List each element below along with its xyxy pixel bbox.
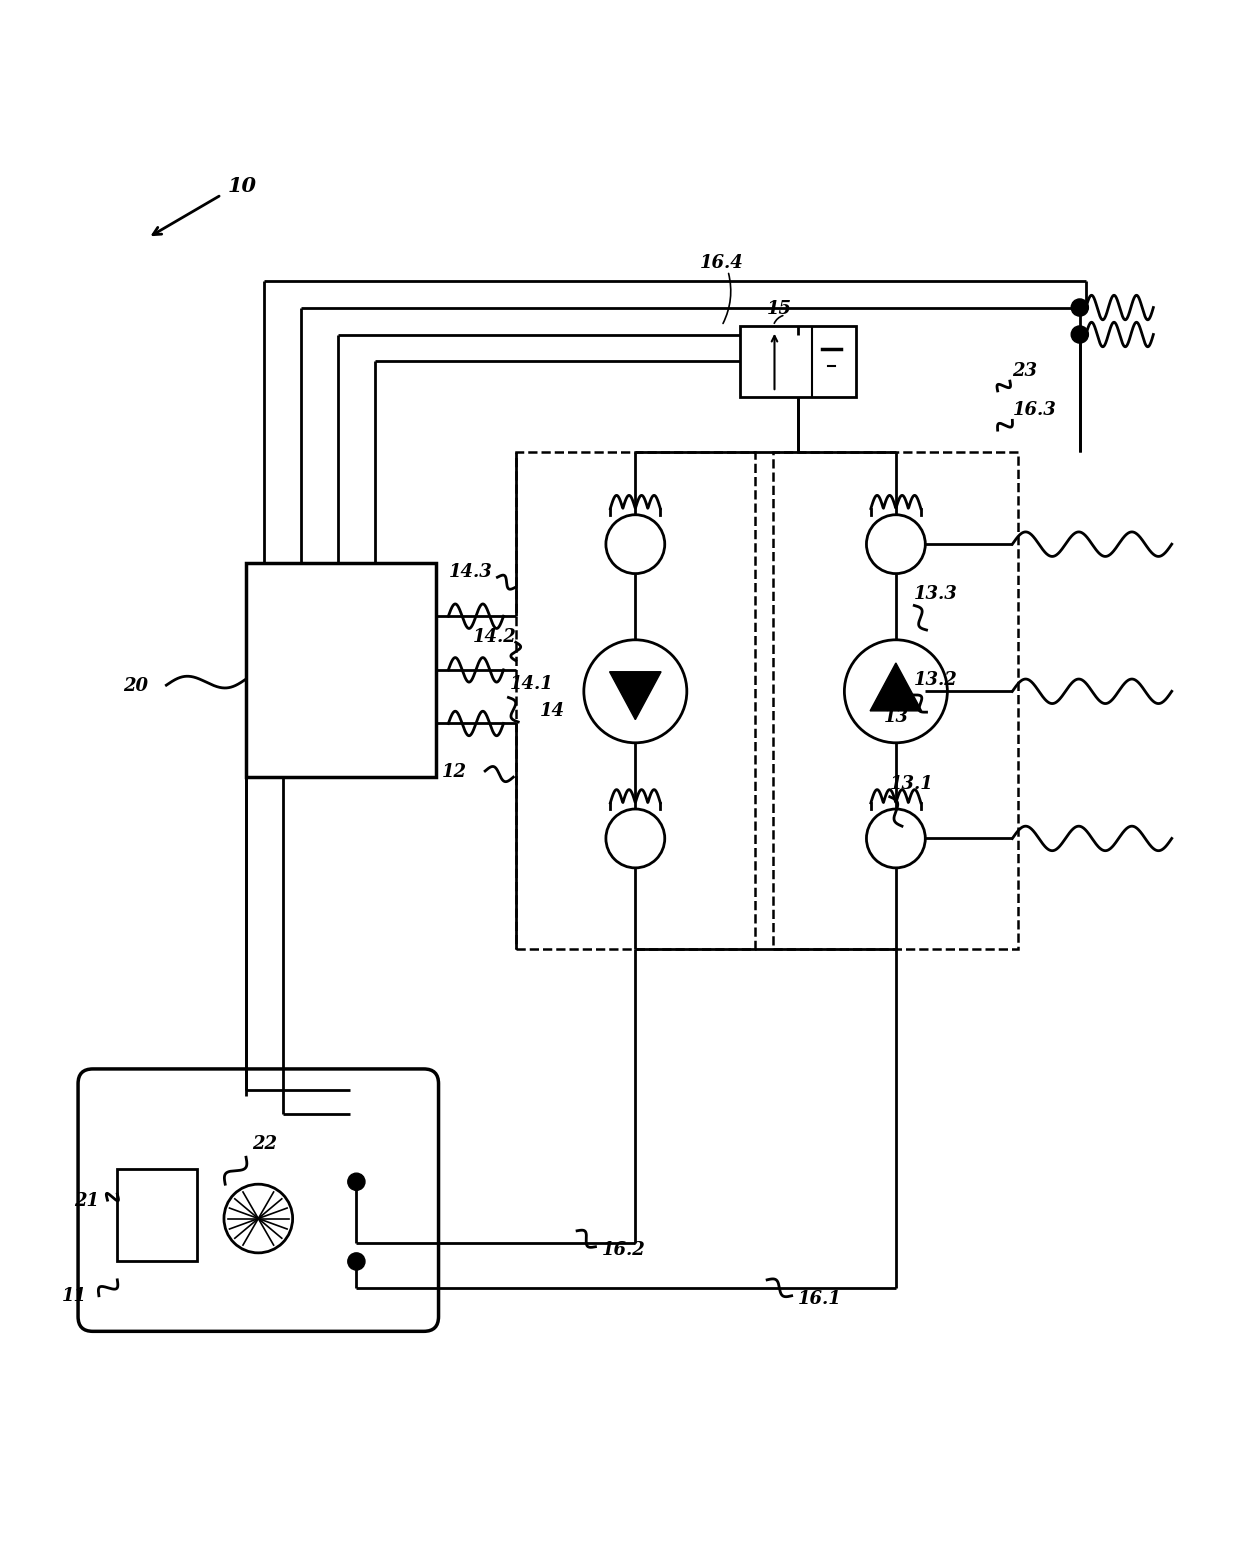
Text: 15: 15 xyxy=(768,299,792,318)
Text: 13.3: 13.3 xyxy=(914,586,959,603)
Circle shape xyxy=(1071,299,1089,316)
Text: 11: 11 xyxy=(62,1286,87,1305)
Circle shape xyxy=(584,640,687,743)
Circle shape xyxy=(224,1184,293,1252)
Circle shape xyxy=(867,810,925,868)
Text: 13.1: 13.1 xyxy=(890,776,934,794)
Text: 16.1: 16.1 xyxy=(797,1291,842,1308)
Text: 14.2: 14.2 xyxy=(472,628,517,646)
Text: 21: 21 xyxy=(74,1192,99,1210)
Text: 20: 20 xyxy=(124,677,149,695)
Circle shape xyxy=(1071,325,1089,342)
Polygon shape xyxy=(870,663,921,711)
Text: 14: 14 xyxy=(541,702,565,720)
Circle shape xyxy=(347,1252,365,1271)
Circle shape xyxy=(867,515,925,574)
Circle shape xyxy=(606,515,665,574)
Bar xyxy=(246,563,436,777)
Text: 16.2: 16.2 xyxy=(601,1241,645,1260)
Text: 22: 22 xyxy=(252,1135,278,1152)
Text: 12: 12 xyxy=(443,763,467,782)
Text: 13: 13 xyxy=(884,708,909,726)
Bar xyxy=(774,452,1018,948)
Polygon shape xyxy=(610,672,661,720)
FancyBboxPatch shape xyxy=(78,1069,439,1331)
Bar xyxy=(739,325,856,396)
Text: 14.3: 14.3 xyxy=(449,563,492,581)
Text: 16.3: 16.3 xyxy=(1012,401,1056,419)
Circle shape xyxy=(606,810,665,868)
Text: 13.2: 13.2 xyxy=(914,671,959,689)
Text: 10: 10 xyxy=(228,176,257,196)
Text: 14.1: 14.1 xyxy=(510,675,553,692)
Bar xyxy=(118,1169,197,1261)
Bar xyxy=(516,452,755,948)
Circle shape xyxy=(347,1173,365,1190)
Text: 23: 23 xyxy=(1012,362,1038,381)
Text: 16.4: 16.4 xyxy=(699,254,744,273)
Circle shape xyxy=(844,640,947,743)
